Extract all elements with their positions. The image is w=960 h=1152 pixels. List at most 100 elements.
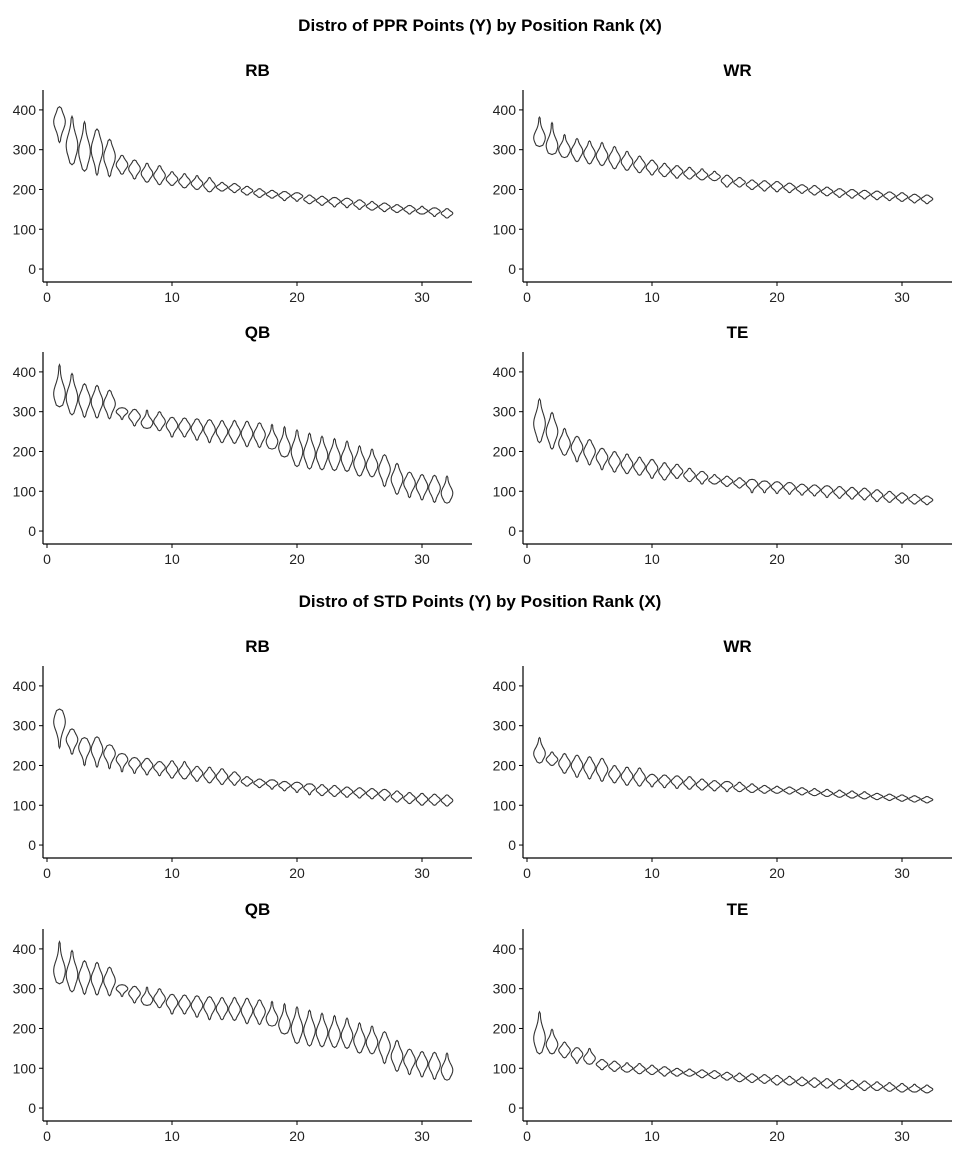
violin-rank-24 [340, 1017, 354, 1050]
violin-rank-22 [315, 1012, 329, 1048]
violin-rank-22 [795, 184, 809, 194]
violin-rank-18 [265, 1000, 279, 1027]
violin-rank-10 [165, 416, 179, 438]
violin-rank-5 [103, 389, 116, 420]
violin-rank-22 [795, 787, 809, 796]
violin-rank-13 [683, 467, 696, 483]
violin-rank-12 [190, 995, 204, 1019]
violin-rank-22 [795, 1076, 809, 1087]
violin-rank-4 [570, 1047, 584, 1065]
violin-rank-13 [683, 166, 696, 180]
y-tick-label: 100 [13, 797, 37, 813]
x-tick-label: 20 [289, 865, 305, 881]
x-tick-label: 0 [523, 865, 531, 881]
violin-rank-6 [115, 154, 129, 175]
violin-rank-31 [428, 474, 441, 504]
x-tick-label: 30 [414, 289, 430, 305]
violin-rank-10 [645, 773, 659, 788]
violin-rank-19 [758, 180, 771, 192]
violin-rank-11 [178, 417, 191, 438]
violin-rank-3 [558, 1041, 571, 1059]
violin-rank-2 [545, 411, 559, 450]
violin-rank-32 [920, 194, 934, 205]
violin-rank-16 [720, 475, 734, 488]
violin-rank-5 [103, 744, 116, 770]
y-tick-label: 300 [13, 142, 37, 158]
violin-rank-25 [833, 188, 846, 198]
x-tick-label: 20 [289, 551, 305, 567]
x-tick-label: 10 [164, 865, 180, 881]
y-tick-label: 0 [508, 1100, 516, 1116]
violin-rank-1 [533, 397, 546, 444]
violin-rank-1 [53, 940, 66, 985]
violin-rank-14 [215, 768, 229, 786]
violin-rank-32 [440, 475, 454, 504]
violin-rank-7 [608, 1060, 621, 1072]
violin-rank-23 [328, 1014, 341, 1049]
violin-rank-22 [315, 784, 329, 797]
violin-rank-19 [278, 190, 291, 202]
violin-rank-13 [203, 766, 216, 784]
violin-rank-5 [583, 1047, 596, 1065]
y-tick-label: 200 [493, 181, 517, 197]
violin-rank-6 [595, 1058, 609, 1071]
y-tick-label: 300 [493, 404, 517, 420]
violin-rank-21 [783, 1075, 796, 1086]
violin-rank-4 [570, 435, 584, 463]
violin-rank-15 [708, 170, 721, 182]
y-tick-label: 0 [28, 523, 36, 539]
x-tick-label: 0 [43, 551, 51, 567]
x-tick-label: 30 [894, 865, 910, 881]
panel-title: WR [723, 637, 751, 656]
violin-rank-4 [570, 754, 584, 779]
violin-rank-21 [783, 786, 796, 795]
violin-rank-30 [895, 794, 909, 802]
violin-rank-8 [140, 757, 154, 776]
violin-rank-26 [365, 1025, 379, 1055]
violin-rank-32 [440, 794, 454, 807]
violin-rank-21 [303, 432, 316, 470]
violin-rank-13 [203, 995, 216, 1021]
chart-panel-std-wr: WR 0 100 200 300 400 0 10 20 30 [493, 637, 952, 881]
violin-rank-11 [658, 162, 671, 178]
violin-rank-12 [190, 418, 204, 442]
y-tick-label: 300 [493, 142, 517, 158]
y-tick-label: 300 [13, 718, 37, 734]
violin-rank-24 [820, 788, 834, 798]
y-tick-label: 0 [28, 1100, 36, 1116]
x-tick-label: 10 [644, 289, 660, 305]
violin-rank-6 [115, 407, 129, 421]
chart-panel-ppr-wr: WR 0 100 200 300 400 0 10 20 30 [493, 61, 952, 305]
x-tick-label: 20 [769, 865, 785, 881]
violin-rank-2 [545, 751, 559, 767]
violin-rank-4 [90, 736, 104, 769]
violin-rank-8 [620, 453, 634, 475]
violin-rank-24 [820, 485, 834, 499]
y-tick-label: 200 [493, 757, 517, 773]
violin-rank-7 [608, 145, 621, 170]
y-tick-label: 400 [13, 364, 37, 380]
x-tick-label: 10 [164, 1128, 180, 1144]
violin-rank-30 [415, 473, 429, 501]
violin-rank-19 [758, 480, 771, 494]
violin-rank-21 [783, 182, 796, 194]
y-tick-label: 400 [13, 678, 37, 694]
violin-rank-17 [733, 1072, 746, 1083]
violin-rank-3 [78, 383, 91, 419]
violin-rank-9 [153, 760, 166, 777]
violin-rank-13 [203, 176, 216, 193]
chart-panel-std-qb: QB 0 100 200 300 400 0 10 20 30 [13, 900, 472, 1144]
violin-rank-15 [708, 473, 721, 485]
violin-rank-19 [278, 425, 291, 458]
violin-rank-26 [845, 790, 859, 799]
y-tick-label: 100 [493, 797, 517, 813]
violin-rank-27 [378, 453, 391, 488]
violin-rank-28 [870, 190, 884, 201]
y-tick-label: 200 [13, 181, 37, 197]
violin-rank-16 [720, 780, 734, 793]
violin-rank-15 [228, 182, 241, 194]
violin-rank-32 [440, 208, 454, 219]
violin-rank-31 [428, 1051, 441, 1081]
violin-rank-23 [808, 787, 821, 797]
violin-rank-11 [178, 760, 191, 780]
